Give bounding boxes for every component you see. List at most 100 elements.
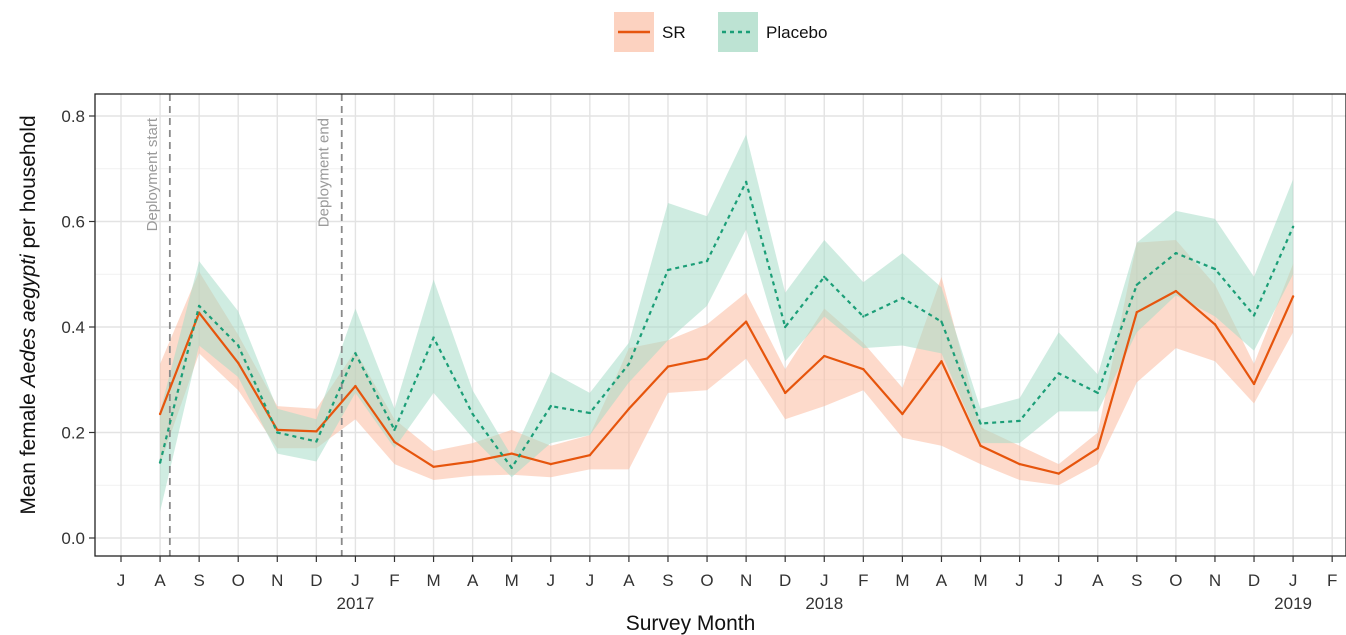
x-tick-label: N (271, 571, 283, 590)
data-point-placebo (901, 296, 904, 300)
data-point-sr (276, 428, 279, 432)
data-point-sr (744, 320, 748, 323)
x-year-label: 2019 (1274, 594, 1312, 613)
y-axis-title-prefix: Mean female (17, 387, 40, 514)
x-tick-label: A (154, 571, 166, 590)
y-tick-label: 0.0 (61, 529, 85, 548)
x-tick-label: A (1092, 571, 1104, 590)
data-point-placebo (1135, 283, 1139, 286)
x-axis-title: Survey Month (626, 612, 756, 635)
data-point-placebo (510, 466, 513, 470)
data-point-sr (393, 440, 396, 444)
x-tick-label: J (1015, 571, 1024, 590)
data-point-placebo (744, 180, 748, 184)
deployment-start-label: Deployment start (144, 117, 161, 231)
data-point-sr (1252, 382, 1256, 386)
data-point-sr (237, 361, 240, 365)
data-point-placebo (666, 268, 670, 272)
x-year-label: 2018 (805, 594, 843, 613)
data-point-sr (1135, 311, 1139, 314)
data-point-sr (627, 407, 631, 410)
data-point-placebo (432, 336, 435, 339)
data-point-placebo (940, 320, 943, 323)
data-point-sr (901, 412, 904, 416)
x-tick-label: O (1169, 571, 1182, 590)
x-tick-label: S (1131, 571, 1142, 590)
data-point-sr (588, 453, 592, 457)
x-tick-label: J (1054, 571, 1063, 590)
confidence-band-sr (160, 240, 1294, 486)
x-tick-label: J (1289, 571, 1298, 590)
x-tick-label: J (547, 571, 556, 590)
x-tick-label: N (740, 571, 752, 590)
x-tick-label: F (389, 571, 399, 590)
data-point-placebo (237, 344, 240, 347)
data-point-sr (940, 360, 943, 363)
y-axis-title-suffix: per household (17, 115, 40, 254)
panel-border (94, 93, 1346, 557)
data-point-sr (432, 465, 435, 468)
x-tick-label: M (895, 571, 909, 590)
x-tick-label: F (1327, 571, 1337, 590)
y-axis: 0.0 0.2 0.4 0.6 0.8 (61, 107, 95, 548)
y-tick-label: 0.6 (61, 213, 85, 232)
data-point-placebo (1174, 251, 1178, 255)
x-tick-label: A (936, 571, 948, 590)
data-point-sr (979, 444, 982, 447)
data-point-sr (783, 391, 787, 395)
data-point-sr (1213, 323, 1217, 326)
legend: SR Placebo (614, 12, 827, 52)
data-point-placebo (979, 422, 982, 425)
data-point-placebo (1057, 372, 1060, 375)
data-point-placebo (393, 428, 396, 432)
series-line-sr (159, 290, 1295, 475)
data-point-placebo (471, 412, 474, 416)
x-year-label: 2017 (337, 594, 375, 613)
legend-label-sr: SR (662, 23, 686, 42)
x-tick-label: F (858, 571, 868, 590)
y-tick-label: 0.8 (61, 107, 85, 126)
data-point-sr (1096, 447, 1099, 450)
series-lines (158, 180, 1295, 475)
data-point-placebo (276, 431, 279, 434)
data-point-placebo (1018, 419, 1021, 423)
data-point-sr (549, 462, 552, 466)
x-axis: J A S O N D J F M A M J J A S O N D J F M A M J J A S O N D J F 2017 2018… (117, 556, 1337, 613)
x-tick-label: S (193, 571, 204, 590)
y-tick-label: 0.4 (61, 318, 85, 337)
data-point-sr (1291, 295, 1295, 298)
data-point-placebo (354, 352, 357, 355)
y-axis-title-species: Aedes aegypti (17, 253, 40, 389)
data-point-placebo (783, 325, 787, 329)
data-point-placebo (627, 362, 631, 366)
x-tick-label: M (505, 571, 519, 590)
data-point-placebo (1252, 314, 1256, 317)
deployment-end-label: Deployment end (316, 118, 333, 227)
data-point-sr (315, 430, 318, 433)
data-point-sr (510, 452, 513, 455)
data-point-placebo (1096, 391, 1099, 395)
confidence-bands (160, 134, 1294, 512)
data-point-placebo (705, 259, 709, 263)
data-point-sr (354, 384, 357, 388)
deployment-annotations: Deployment start Deployment end (144, 94, 343, 556)
confidence-band-placebo (160, 134, 1294, 512)
data-point-sr (823, 354, 826, 358)
data-point-sr (471, 460, 474, 463)
x-tick-label: J (117, 571, 126, 590)
x-tick-label: N (1209, 571, 1221, 590)
data-point-placebo (823, 275, 826, 279)
x-tick-label: A (467, 571, 479, 590)
data-point-sr (862, 368, 865, 371)
y-tick-label: 0.2 (61, 424, 85, 443)
data-point-placebo (1213, 267, 1217, 271)
x-tick-label: D (310, 571, 322, 590)
data-point-placebo (588, 411, 592, 415)
x-tick-label: O (232, 571, 245, 590)
legend-label-placebo: Placebo (766, 23, 827, 42)
data-point-placebo (197, 304, 201, 308)
series-line-placebo (159, 180, 1295, 469)
data-point-sr (666, 365, 670, 368)
x-tick-label: J (820, 571, 829, 590)
